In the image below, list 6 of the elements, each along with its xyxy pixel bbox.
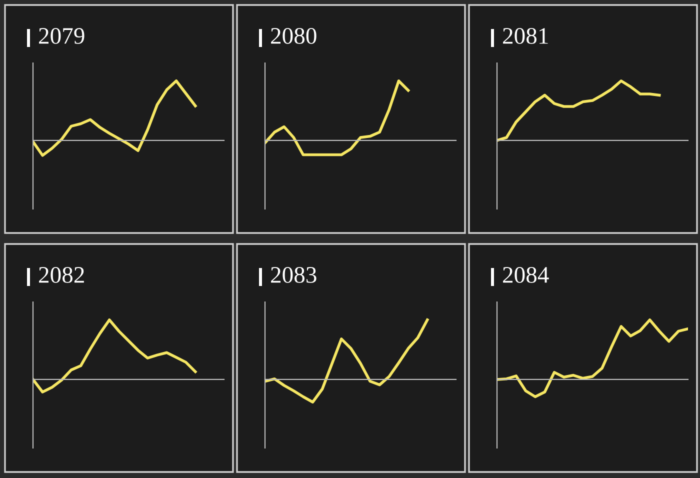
chart-title: 2082 <box>39 266 84 283</box>
chart-title: 2081 <box>503 28 548 44</box>
chart-title: 2084 <box>503 266 549 283</box>
chart-title: 2079 <box>39 28 84 44</box>
chart-title: 2080 <box>271 28 316 44</box>
chart-title: 2083 <box>271 266 316 283</box>
